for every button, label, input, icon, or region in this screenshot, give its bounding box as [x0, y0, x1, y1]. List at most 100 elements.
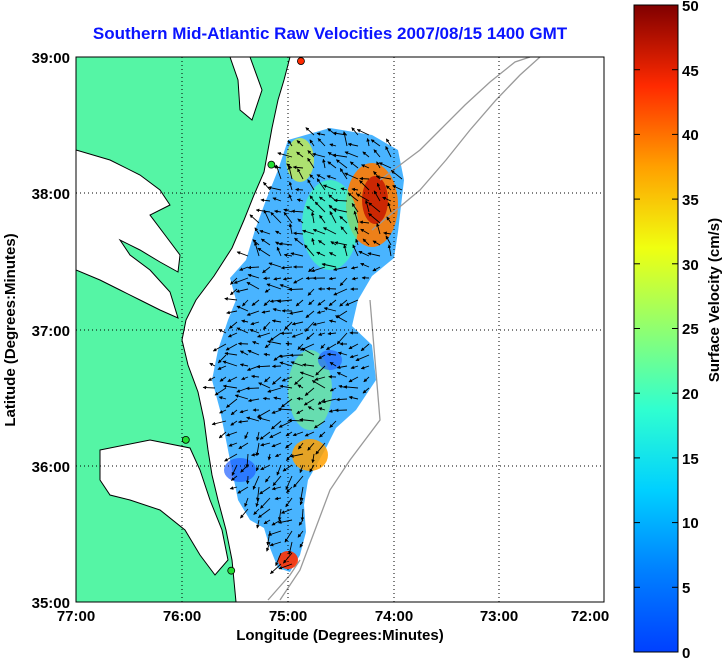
velocity-arrow	[297, 218, 304, 224]
velocity-arrow	[267, 387, 282, 393]
velocity-arrow	[257, 332, 271, 338]
velocity-arrow	[282, 464, 293, 472]
velocity-arrow	[277, 299, 293, 303]
velocity-arrow	[306, 332, 315, 340]
colorbar-tick: 35	[682, 192, 699, 209]
velocity-arrow	[287, 140, 293, 147]
velocity-arrow	[285, 431, 293, 437]
velocity-arrow	[327, 331, 337, 336]
velocity-arrow	[315, 442, 326, 455]
velocity-arrow	[343, 244, 348, 257]
velocity-arrow	[326, 352, 337, 357]
velocity-arrow	[385, 138, 392, 147]
velocity-arrow	[267, 453, 272, 461]
velocity-arrow	[362, 151, 370, 158]
velocity-arrow	[236, 251, 249, 257]
velocity-arrow	[307, 442, 315, 451]
pamlico-sound	[99, 439, 229, 576]
velocity-arrow	[218, 328, 227, 334]
velocity-arrow	[326, 343, 337, 350]
velocity-arrow	[310, 211, 315, 224]
velocity-arrow	[299, 541, 304, 548]
velocity-arrow	[228, 442, 238, 447]
velocity-arrow	[370, 139, 381, 147]
velocity-arrow	[375, 175, 392, 180]
velocity-arrow	[322, 184, 337, 191]
colorbar-tick: 50	[682, 0, 699, 15]
velocity-arrow	[254, 241, 260, 257]
velocity-arrow	[260, 497, 271, 509]
x-axis: 77:00 76:00 75:00 74:00 73:00 72:00 Long…	[57, 608, 609, 644]
velocity-arrow	[269, 541, 282, 547]
velocity-arrow	[275, 164, 282, 180]
velocity-arrow	[257, 247, 271, 257]
velocity-arrow	[230, 409, 238, 416]
velocity-arrow	[246, 310, 260, 316]
station-marker	[297, 57, 305, 65]
colorbar-tick: 45	[682, 63, 699, 80]
velocity-arrow	[313, 420, 326, 429]
velocity-arrow	[242, 299, 249, 307]
velocity-arrow	[336, 332, 348, 345]
velocity-arrow	[253, 508, 260, 515]
velocity-arrow	[363, 376, 370, 383]
velocity-arrow	[299, 418, 315, 422]
velocity-arrow	[319, 431, 326, 438]
velocity-arrow	[332, 207, 348, 213]
velocity-arrow	[287, 165, 293, 180]
velocity-arrow	[247, 349, 260, 356]
velocity-arrow	[281, 398, 293, 408]
velocity-arrow	[247, 273, 260, 279]
velocity-arrow	[362, 387, 370, 394]
velocity-arrow	[378, 162, 392, 169]
velocity-arrow	[271, 319, 282, 323]
station-marker	[267, 160, 276, 169]
velocity-arrow	[260, 464, 271, 471]
velocity-arrow	[339, 299, 348, 307]
velocity-arrow	[355, 238, 359, 246]
velocity-arrow	[343, 385, 359, 389]
velocity-arrow	[272, 197, 282, 202]
velocity-arrow	[239, 350, 249, 356]
velocity-arrow	[272, 307, 282, 312]
velocity-arrow	[337, 351, 348, 356]
velocity-arrow	[329, 387, 337, 392]
velocity-arrow	[348, 376, 359, 383]
velocity-arrow	[302, 229, 315, 235]
velocity-arrow	[239, 266, 249, 271]
velocity-arrow	[229, 486, 238, 490]
velocity-arrow	[304, 244, 315, 257]
velocity-arrow	[264, 288, 271, 293]
velocity-arrow	[212, 343, 227, 352]
velocity-arrow	[259, 486, 271, 495]
velocity-arrow	[316, 174, 326, 180]
velocity-arrow	[372, 240, 381, 246]
x-tick: 74:00	[375, 608, 413, 625]
velocity-arrow	[293, 231, 304, 236]
velocity-arrow	[299, 371, 315, 378]
velocity-arrow	[269, 332, 282, 341]
station-markers	[181, 57, 305, 575]
velocity-arrow	[367, 252, 381, 257]
velocity-arrow	[315, 365, 326, 376]
velocity-arrow	[265, 475, 271, 483]
velocity-blob-slow2	[318, 350, 342, 370]
velocity-blob-slow	[224, 458, 256, 482]
velocity-arrow	[274, 453, 282, 458]
velocity-arrow	[288, 287, 304, 292]
velocity-arrow	[318, 407, 326, 411]
velocity-arrow	[376, 161, 381, 169]
velocity-arrow	[372, 266, 381, 272]
y-axis-label: Latitude (Degrees:Minutes)	[2, 233, 19, 426]
velocity-arrow	[255, 208, 271, 213]
velocity-arrow	[301, 347, 315, 356]
velocity-arrow	[354, 226, 359, 235]
y-tick: 39:00	[32, 50, 70, 67]
velocity-arrow	[317, 138, 326, 147]
velocity-arrow	[390, 169, 403, 180]
velocity-arrow	[335, 315, 348, 323]
velocity-arrow	[217, 365, 227, 370]
velocity-arrow	[311, 380, 326, 389]
colorbar-gradient	[633, 4, 679, 653]
